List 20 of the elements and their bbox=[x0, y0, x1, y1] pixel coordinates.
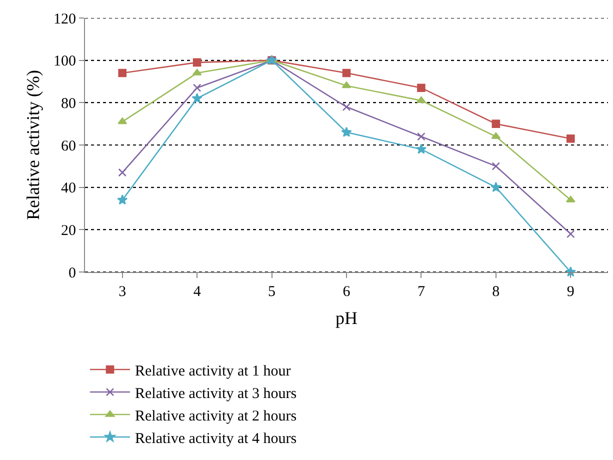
x-tick-label: 9 bbox=[566, 284, 574, 300]
legend-label: Relative activity at 2 hours bbox=[135, 408, 297, 424]
x-tick-label: 8 bbox=[492, 284, 500, 300]
y-tick-label: 80 bbox=[61, 96, 76, 112]
x-tick-label: 7 bbox=[417, 284, 426, 300]
x-tick-label: 4 bbox=[193, 284, 202, 300]
x-tick-label: 3 bbox=[118, 284, 126, 300]
y-tick-label: 20 bbox=[61, 222, 76, 239]
y-tick-label: 100 bbox=[54, 54, 76, 70]
legend-label: Relative activity at 1 hour bbox=[135, 363, 291, 380]
y-tick-label: 120 bbox=[54, 11, 76, 28]
legend-label: Relative activity at 4 hours bbox=[135, 430, 297, 447]
x-tick-label: 5 bbox=[268, 284, 276, 300]
y-axis-title: Relative activity (%) bbox=[23, 70, 43, 220]
x-tick-label: 6 bbox=[342, 284, 351, 300]
y-tick-label: 40 bbox=[61, 180, 76, 197]
y-tick-label: 60 bbox=[61, 138, 76, 154]
legend-label: Relative activity at 3 hours bbox=[135, 386, 297, 402]
x-axis-title: pH bbox=[336, 308, 358, 328]
y-tick-label: 0 bbox=[68, 265, 76, 282]
